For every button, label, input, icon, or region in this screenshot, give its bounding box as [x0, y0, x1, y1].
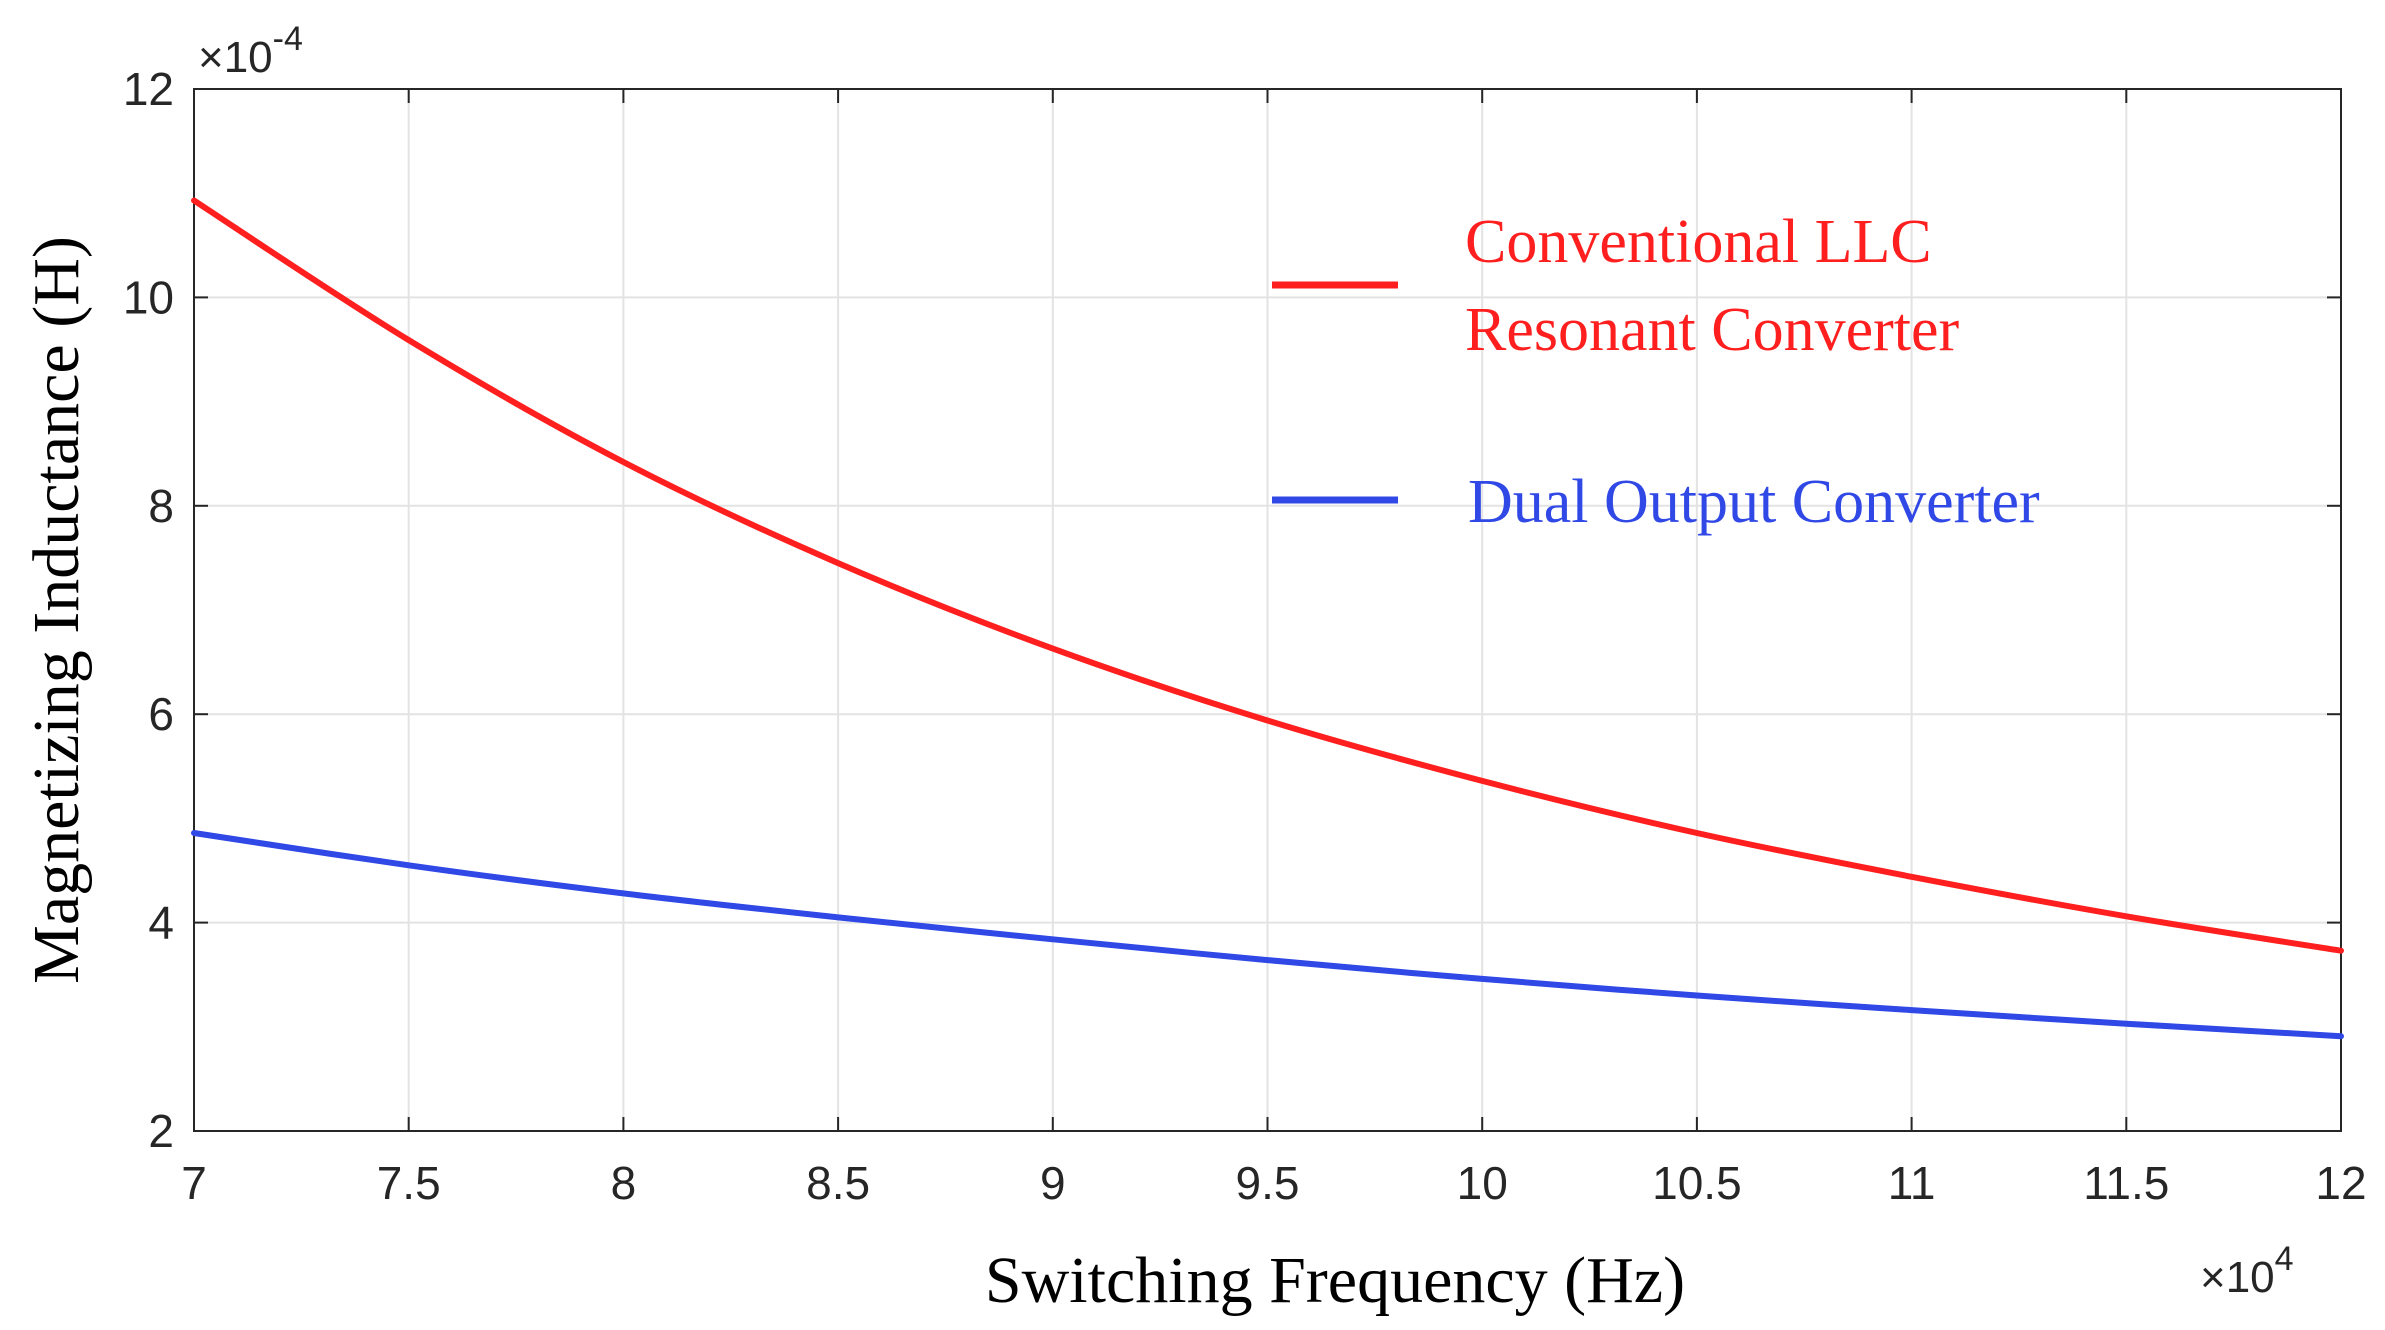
y-multiplier-exp: -4: [273, 20, 303, 58]
series-lines: [191, 197, 2344, 1040]
y-axis-title: Magnetizing Inductance (H): [20, 236, 93, 984]
y-tick-label: 8: [148, 480, 174, 532]
x-tick-label: 7: [181, 1157, 207, 1209]
x-tick-label: 9.5: [1236, 1157, 1300, 1209]
legend-label-conventional-line1: Conventional LLC: [1465, 208, 1932, 276]
x-tick-labels: 7 7.5 8 8.5 9 9.5 10 10.5 11 11.5 12: [181, 1157, 2366, 1209]
legend-label-conventional-line2: Resonant Converter: [1465, 296, 1960, 364]
x-tick-label: 10.5: [1652, 1157, 1742, 1209]
x-tick-label: 11.5: [2083, 1157, 2169, 1209]
x-multiplier: ×104: [2200, 1240, 2294, 1302]
x-tick-label: 8.5: [806, 1157, 870, 1209]
series-line-dual-output: [191, 830, 2344, 1040]
x-tick-label: 10: [1457, 1157, 1508, 1209]
y-tick-label: 10: [123, 271, 174, 323]
series-line-conventional-llc: [191, 197, 2344, 954]
legend-label-dual: Dual Output Converter: [1468, 468, 2040, 536]
axis-ticks: [193, 88, 2342, 1132]
y-tick-label: 6: [148, 688, 174, 740]
x-tick-label: 11: [1888, 1157, 1936, 1209]
x-tick-label: 12: [2315, 1157, 2366, 1209]
x-tick-label: 8: [611, 1157, 637, 1209]
x-multiplier-base: ×10: [2200, 1253, 2275, 1302]
grid: [193, 88, 2342, 1132]
x-tick-label: 7.5: [377, 1157, 441, 1209]
y-multiplier: ×10-4: [198, 20, 303, 82]
x-tick-label: 9: [1040, 1157, 1066, 1209]
legend-label-conventional: Conventional LLC Resonant Converter: [1465, 208, 1960, 364]
y-tick-label: 12: [123, 63, 174, 115]
y-tick-labels: 2 4 6 8 10 12: [123, 63, 174, 1157]
legend: Conventional LLC Resonant Converter Dual…: [1272, 208, 2040, 536]
x-axis-title: Switching Frequency (Hz): [985, 1244, 1685, 1317]
y-tick-label: 4: [148, 897, 174, 949]
y-tick-label: 2: [148, 1105, 174, 1157]
legend-label-dual-line1: Dual Output Converter: [1468, 468, 2040, 536]
x-multiplier-exp: 4: [2275, 1240, 2294, 1278]
y-multiplier-base: ×10: [198, 33, 273, 82]
